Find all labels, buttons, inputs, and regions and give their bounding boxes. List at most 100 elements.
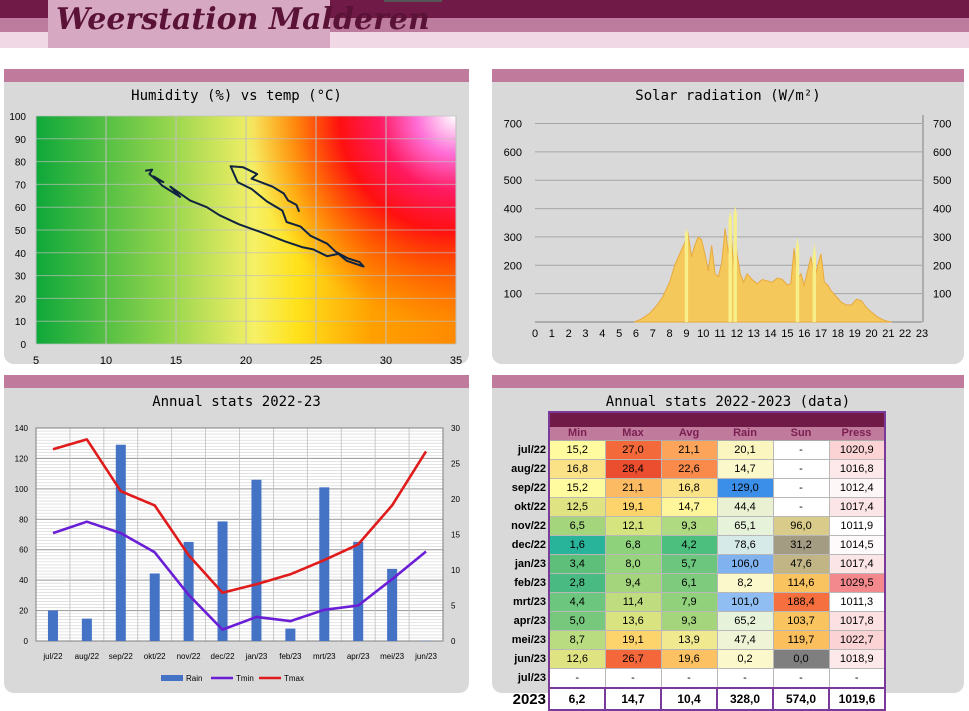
table-cell: 9,3 [661,517,717,536]
table-cell: - [773,669,829,689]
row-label: jul/23 [499,669,549,689]
table-cell: 12,1 [605,517,661,536]
annual-rain-bar [319,487,329,641]
annual-rain-bar [150,573,160,641]
table-cell: 14,7 [661,498,717,517]
humidity-y-tick-label: 60 [15,203,27,214]
solar-x-tick-label: 17 [815,328,827,340]
table-cell: 12,5 [549,498,605,517]
totals-cell: 14,7 [605,688,661,710]
row-label: feb/23 [499,574,549,593]
table-cell: 13,9 [661,631,717,650]
solar-x-tick-label: 22 [899,328,911,340]
solar-peak-spike [685,228,688,322]
annual-x-tick-label: mei/23 [380,652,405,661]
solar-x-tick-label: 8 [667,328,673,340]
table-cell: 21,1 [661,441,717,460]
totals-cell: 328,0 [717,688,773,710]
legend-tmin-label: Tmin [236,674,254,683]
table-cell: 19,6 [661,650,717,669]
table-cell: 19,1 [605,631,661,650]
annual-y-right-tick-label: 0 [451,637,456,646]
solar-area [634,220,891,322]
humidity-y-tick-label: 0 [20,340,26,351]
table-cell: 5,7 [661,555,717,574]
table-cell: 0,0 [773,650,829,669]
totals-label: 2023 [499,688,549,710]
humidity-y-tick-label: 70 [15,180,27,191]
annual-x-tick-label: jan/23 [245,652,268,661]
solar-x-tick-label: 23 [916,328,928,340]
table-header-corner [499,427,549,441]
column-header-max: Max [605,427,661,441]
table-cell: 1017,4 [829,498,885,517]
solar-panel-header [492,69,964,82]
solar-peak-spike [734,206,737,322]
table-cell: 27,0 [605,441,661,460]
row-label: sep/22 [499,479,549,498]
table-cell: 1011,9 [829,517,885,536]
solar-y-tick-label-left: 300 [504,232,522,244]
solar-x-tick-label: 4 [599,328,605,340]
table-cell: 1029,5 [829,574,885,593]
solar-y-tick-label-right: 100 [933,289,951,301]
solar-x-tick-label: 10 [697,328,709,340]
totals-cell: 10,4 [661,688,717,710]
annual-rain-bar [285,629,295,641]
column-header-rain: Rain [717,427,773,441]
annual-y-left-tick-label: 80 [19,515,28,524]
humidity-y-tick-label: 50 [15,226,27,237]
table-cell: 20,1 [717,441,773,460]
solar-peak-spike [813,243,816,322]
table-cell: 1022,7 [829,631,885,650]
solar-x-tick-label: 18 [832,328,844,340]
annual-x-tick-label: jul/22 [42,652,63,661]
solar-y-tick-label-left: 400 [504,204,522,216]
table-cell: - [605,669,661,689]
annual-y-left-tick-label: 100 [15,485,29,494]
legend-tmax-label: Tmax [284,674,304,683]
humidity-panel-header [4,69,469,82]
humidity-y-tick-label: 40 [15,249,27,260]
solar-x-tick-label: 3 [582,328,588,340]
annual-y-right-tick-label: 10 [451,566,460,575]
solar-x-tick-label: 20 [865,328,877,340]
solar-x-tick-label: 13 [748,328,760,340]
table-cell: 6,5 [549,517,605,536]
solar-x-tick-label: 5 [616,328,622,340]
table-cell: 5,0 [549,612,605,631]
annual-y-right-tick-label: 30 [451,424,460,433]
solar-x-tick-label: 11 [714,328,725,340]
solar-y-tick-label-left: 500 [504,175,522,187]
solar-y-tick-label-right: 600 [933,147,951,159]
solar-x-tick-label: 21 [882,328,894,340]
annual-x-tick-label: mrt/23 [313,652,336,661]
table-cell: 16,8 [661,479,717,498]
totals-cell: 6,2 [549,688,605,710]
row-label: mrt/23 [499,593,549,612]
column-header-sun: Sun [773,427,829,441]
table-cell: 3,4 [549,555,605,574]
table-cell: 1017,8 [829,612,885,631]
humidity-y-tick-label: 30 [15,272,27,283]
table-cell: 12,6 [549,650,605,669]
table-corner-cell [499,412,549,427]
annual-y-left-tick-label: 60 [19,546,28,555]
row-label: jun/23 [499,650,549,669]
table-cell: 47,6 [773,555,829,574]
annual-rain-bar [48,610,58,641]
annual-rain-bar [218,521,228,641]
table-cell: - [773,479,829,498]
humidity-x-tick-label: 5 [33,355,39,367]
table-cell: 21,1 [605,479,661,498]
table-cell: 9,3 [661,612,717,631]
table-cell: - [773,460,829,479]
annual-rain-bar [353,542,363,641]
